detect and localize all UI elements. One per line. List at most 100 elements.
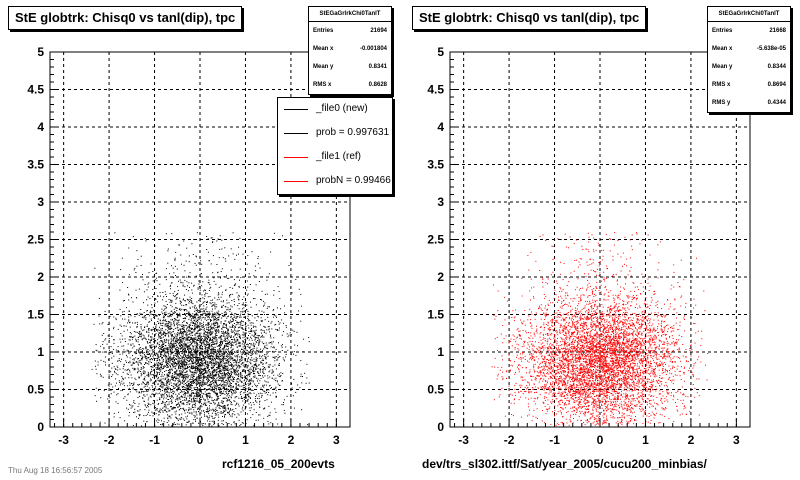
scatter-point (218, 325, 220, 327)
scatter-point (183, 383, 185, 385)
scatter-point (229, 357, 231, 359)
scatter-point (181, 324, 183, 326)
scatter-point (228, 385, 230, 387)
scatter-point (95, 349, 97, 351)
scatter-point (202, 393, 204, 395)
scatter-point (168, 386, 170, 388)
scatter-point (196, 320, 197, 322)
scatter-point (254, 343, 256, 345)
scatter-point (195, 359, 197, 361)
scatter-point (168, 327, 170, 329)
scatter-point (188, 420, 190, 422)
scatter-point (110, 371, 112, 373)
scatter-point (155, 358, 157, 359)
scatter-point (244, 402, 246, 404)
scatter-point (244, 370, 246, 372)
scatter-point (182, 324, 184, 326)
scatter-point (219, 345, 221, 347)
scatter-point (234, 360, 236, 362)
scatter-point (247, 310, 249, 312)
scatter-point (207, 417, 209, 419)
scatter-point (189, 355, 191, 357)
scatter-point (159, 410, 161, 412)
scatter-point (219, 344, 221, 346)
scatter-point (161, 354, 163, 356)
scatter-point (193, 330, 195, 332)
scatter-point (199, 289, 201, 291)
scatter-point (200, 394, 202, 395)
scatter-point (270, 322, 272, 324)
scatter-point (234, 389, 236, 391)
scatter-point (191, 348, 193, 350)
scatter-point (191, 405, 193, 407)
scatter-point (132, 347, 134, 349)
scatter-point (179, 346, 181, 348)
scatter-point (275, 356, 277, 358)
scatter-point (95, 368, 97, 370)
scatter-point (233, 411, 235, 412)
scatter-point (163, 342, 165, 344)
scatter-point (252, 345, 254, 347)
scatter-point (186, 276, 188, 278)
scatter-point (220, 391, 222, 393)
scatter-point (171, 425, 173, 427)
scatter-point (171, 344, 173, 345)
scatter-point (148, 357, 150, 358)
scatter-point (234, 369, 236, 371)
scatter-point (191, 325, 193, 326)
scatter-point (188, 355, 190, 357)
scatter-point (188, 314, 190, 316)
scatter-point (245, 323, 247, 324)
scatter-point (222, 343, 223, 345)
scatter-point (213, 400, 215, 402)
scatter-point (194, 355, 196, 357)
scatter-point (200, 412, 202, 414)
scatter-point (269, 364, 271, 366)
scatter-point (215, 382, 217, 384)
scatter-point (259, 403, 261, 405)
scatter-point (203, 305, 205, 307)
scatter-point (222, 304, 224, 306)
scatter-point (255, 353, 256, 355)
scatter-point (235, 317, 237, 319)
scatter-point (217, 370, 219, 372)
scatter-point (198, 335, 200, 337)
scatter-point (201, 340, 203, 342)
scatter-point (188, 312, 190, 314)
scatter-point (172, 380, 174, 381)
scatter-point (182, 346, 184, 347)
scatter-point (284, 312, 286, 314)
scatter-point (223, 379, 224, 381)
scatter-point (206, 345, 208, 347)
scatter-point (184, 300, 186, 302)
scatter-point (230, 385, 232, 387)
scatter-point (263, 408, 264, 410)
scatter-point (235, 383, 236, 385)
scatter-point (218, 314, 220, 316)
scatter-point (185, 352, 187, 353)
scatter-point (261, 341, 263, 343)
scatter-point (228, 400, 230, 402)
scatter-point (210, 328, 212, 330)
scatter-point (165, 348, 167, 350)
scatter-point (148, 330, 150, 332)
scatter-point (308, 337, 310, 338)
scatter-point (199, 414, 201, 416)
scatter-point (156, 362, 158, 364)
scatter-point (228, 364, 230, 366)
scatter-point (295, 278, 297, 280)
scatter-point (215, 337, 217, 339)
scatter-point (187, 364, 189, 366)
scatter-point (162, 386, 164, 388)
scatter-point (188, 356, 189, 358)
scatter-point (180, 368, 182, 369)
scatter-point (113, 339, 115, 341)
scatter-point (104, 310, 106, 312)
scatter-point (181, 334, 183, 336)
scatter-point (262, 371, 264, 373)
scatter-point (149, 339, 151, 341)
scatter-point (275, 389, 277, 391)
scatter-point (198, 376, 199, 378)
scatter-point (215, 352, 217, 354)
scatter-point (117, 402, 119, 404)
